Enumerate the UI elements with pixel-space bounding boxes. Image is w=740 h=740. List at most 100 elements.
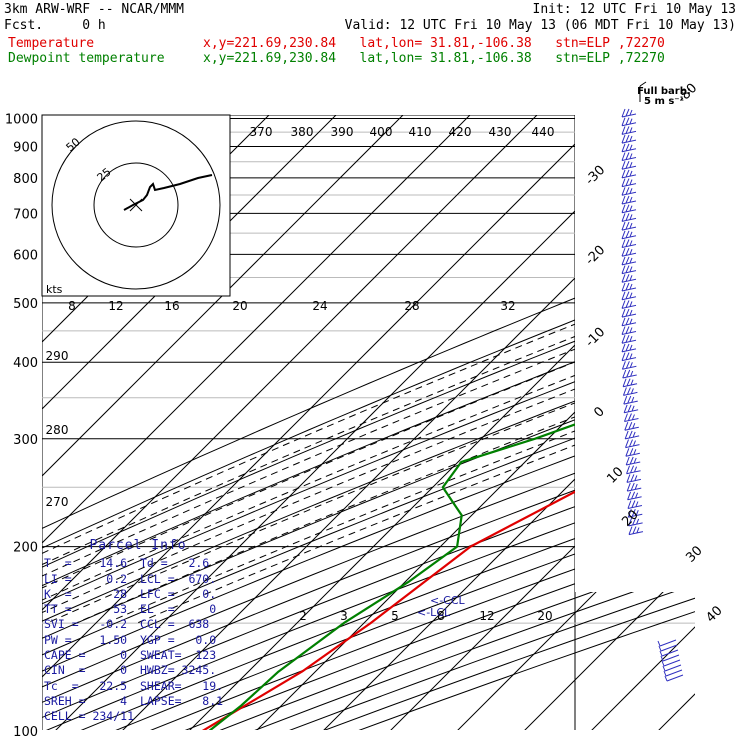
hodograph-speed-label: 16 xyxy=(164,299,179,313)
theta-label: 440 xyxy=(532,125,555,139)
parcel-info-row: CIN = 0 HWBZ= 3245. xyxy=(44,663,232,678)
hodograph-speed-label: 28 xyxy=(404,299,419,313)
ccl-annotation: <-CCL xyxy=(430,594,466,607)
parcel-info-row: LI = 0.2 LCL = 670. xyxy=(44,572,232,587)
wind-barb xyxy=(621,161,637,170)
theta-label-left: 270 xyxy=(46,495,69,509)
theta-label: 410 xyxy=(409,125,432,139)
wind-barb-glyph xyxy=(625,456,641,466)
mixing-ratio-label: 20 xyxy=(537,609,552,623)
parcel-info-right-value: SHEAR= 19. xyxy=(140,678,224,693)
hodograph-speed-label: 8 xyxy=(68,299,76,313)
wind-barb xyxy=(621,326,637,335)
wind-barb xyxy=(621,352,637,362)
wind-barb xyxy=(621,335,637,344)
wind-barb xyxy=(628,517,643,527)
isotherm-line xyxy=(42,115,346,730)
parcel-info-row: CAPE = 0 SWEAT= 123 xyxy=(44,648,232,663)
wind-barb xyxy=(621,195,637,205)
parcel-info-row: Tc = 22.5 SHEAR= 19. xyxy=(44,679,232,694)
wind-barb-glyph xyxy=(621,161,637,170)
wind-barb-glyph xyxy=(621,143,637,153)
pressure-tick-label: 300 xyxy=(13,433,38,448)
temperature-tick-label: -10 xyxy=(583,325,609,351)
wind-barb xyxy=(622,369,637,379)
wind-barb-glyph xyxy=(627,509,643,518)
wind-barb-glyph xyxy=(621,117,637,127)
wind-barb xyxy=(621,187,637,196)
parcel-info-left-value: T = 14.6 xyxy=(44,556,128,571)
hodograph-units-label: kts xyxy=(46,283,63,296)
wind-barb-glyph xyxy=(621,126,637,135)
moist-adiabat-line xyxy=(42,115,695,624)
moist-adiabat-line xyxy=(46,115,695,624)
wind-barb xyxy=(626,465,641,475)
isotherm-line xyxy=(697,106,740,740)
wind-barb xyxy=(621,169,637,179)
wind-barb xyxy=(623,404,639,414)
wind-barb-glyph xyxy=(623,404,639,414)
parcel-info-row: SVI = -0.2 CCL = 638 xyxy=(44,617,232,632)
parcel-info-title: Parcel Info xyxy=(89,538,187,553)
wind-barb xyxy=(621,361,637,370)
wind-barb-glyph xyxy=(621,108,637,118)
parcel-info-right-value: SWEAT= 123 xyxy=(140,648,217,663)
dry-adiabat-line xyxy=(42,115,695,730)
dry-adiabat-line xyxy=(287,115,695,730)
wind-barb-glyph xyxy=(624,430,640,440)
moist-adiabat-line xyxy=(42,115,695,624)
theta-label: 390 xyxy=(331,125,354,139)
parcel-info-left-value: SVI = -0.2 xyxy=(44,617,128,632)
wind-barb xyxy=(623,395,638,405)
wind-barb-low xyxy=(663,669,683,677)
wind-barb-glyph xyxy=(621,265,637,275)
isotherm-line xyxy=(361,115,695,730)
parcel-info-row: TT = 53 EL = 0 xyxy=(44,602,232,617)
wind-barb-glyph xyxy=(621,152,637,161)
wind-barb xyxy=(626,482,642,492)
wind-barb xyxy=(625,448,640,457)
isotherm-line xyxy=(42,115,681,730)
moist-adiabat-line xyxy=(75,115,695,624)
mixing-ratio-label: 2 xyxy=(299,609,307,623)
wind-barb-glyph xyxy=(622,378,638,388)
wind-barb-low xyxy=(660,654,680,662)
mixing-ratio-label: 12 xyxy=(479,609,494,623)
temperature-tick-label: 10 xyxy=(604,464,626,486)
wind-barb-glyph xyxy=(621,300,637,309)
hodograph-trace xyxy=(123,174,213,211)
wind-barb-low xyxy=(659,649,679,657)
theta-label: 400 xyxy=(370,125,393,139)
dewpoint-legend-info: x,y=221.69,230.84 lat,lon= 31.81,-106.38… xyxy=(203,51,665,66)
forecast-hour: Fcst. 0 h xyxy=(4,18,106,33)
wind-barb xyxy=(628,526,644,536)
wind-barb-glyph xyxy=(625,448,640,457)
dry-adiabat-line xyxy=(42,115,695,730)
temperature-tick-label: -30 xyxy=(583,163,609,189)
wind-barb-glyph xyxy=(621,308,637,318)
wind-barb xyxy=(627,509,643,518)
wind-barb xyxy=(624,422,639,431)
wind-barb-glyph xyxy=(621,248,637,257)
wind-barb-glyph xyxy=(621,221,637,231)
pressure-tick-label: 1000 xyxy=(5,113,38,128)
moist-adiabat-line xyxy=(42,115,695,624)
parcel-info-row: T = 14.6 Td = 2.6 xyxy=(44,556,232,571)
barb-legend-barb xyxy=(639,81,647,87)
wind-barb-glyph xyxy=(621,352,637,362)
wind-barb-low xyxy=(658,644,678,652)
mixing-ratio-label: 3 xyxy=(340,609,348,623)
dry-adiabat-line xyxy=(42,115,695,730)
dry-adiabat-line xyxy=(42,115,695,730)
wind-barb-glyph xyxy=(621,282,637,292)
temperature-tick-label: 30 xyxy=(683,543,705,565)
wind-barb xyxy=(621,143,637,153)
theta-label: 430 xyxy=(489,125,512,139)
parcel-info-left-value: TT = 53 xyxy=(44,602,128,617)
wind-barb xyxy=(621,248,637,257)
isotherm-line xyxy=(160,115,695,730)
theta-label: 370 xyxy=(250,125,273,139)
wind-barb-glyph xyxy=(626,474,642,483)
parcel-info-left-value: PW = 1.50 xyxy=(44,632,128,647)
isotherm-line xyxy=(629,115,695,730)
